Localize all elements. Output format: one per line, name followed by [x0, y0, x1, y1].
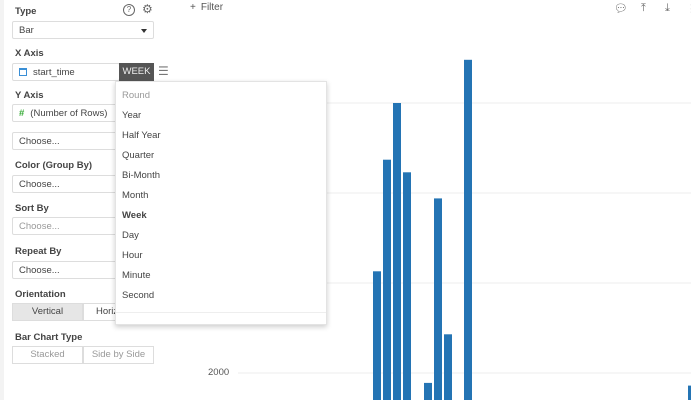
menu-item-month[interactable]: Month: [122, 190, 149, 201]
menu-item-minute[interactable]: Minute: [122, 270, 151, 281]
bar-type-label: Bar Chart Type: [15, 332, 83, 343]
upload-icon[interactable]: ⤒: [641, 2, 646, 14]
x-axis-field-value: start_time: [33, 67, 75, 78]
plus-icon: +: [190, 2, 196, 13]
bar[interactable]: [383, 159, 391, 400]
menu-item-second[interactable]: Second: [122, 290, 155, 301]
date-unit-menu: Round Year Half Year Quarter Bi-Month Month W…: [115, 81, 327, 325]
bar[interactable]: [464, 59, 472, 400]
bar[interactable]: [444, 334, 452, 400]
orientation-label: Orientation: [15, 289, 66, 300]
menu-item-day[interactable]: Day: [122, 230, 139, 241]
number-icon: #: [19, 108, 25, 119]
x-axis-label: X Axis: [15, 48, 44, 59]
menu-divider: [116, 312, 326, 313]
y-tick-label: 2000: [208, 367, 230, 378]
color-label: Color (Group By): [15, 160, 93, 171]
gear-icon[interactable]: ⚙: [142, 2, 153, 16]
type-label: Type: [15, 6, 37, 17]
bar[interactable]: [373, 271, 381, 400]
type-value: Bar: [19, 25, 34, 36]
bar-type-stacked[interactable]: Stacked: [12, 346, 83, 364]
bar[interactable]: [434, 198, 442, 400]
bar[interactable]: [424, 382, 432, 400]
menu-item-quarter[interactable]: Quarter: [122, 150, 155, 161]
menu-item-year[interactable]: Year: [122, 110, 142, 121]
caret-down-icon: [141, 29, 147, 36]
orientation-vertical[interactable]: Vertical: [12, 303, 83, 321]
calendar-icon: [19, 68, 27, 76]
repeat-label: Repeat By: [15, 246, 62, 257]
bar[interactable]: [688, 385, 691, 400]
menu-item-half-year[interactable]: Half Year: [122, 130, 161, 141]
menu-icon[interactable]: ☰: [158, 64, 169, 78]
x-axis-field[interactable]: start_time: [12, 63, 120, 81]
comment-icon[interactable]: 💬︎: [614, 3, 628, 15]
y-axis-label: Y Axis: [15, 90, 44, 101]
bar-type-side-by-side[interactable]: Side by Side: [83, 346, 154, 364]
bar[interactable]: [403, 172, 411, 400]
x-axis-unit-button[interactable]: WEEK: [119, 63, 154, 81]
menu-item-bi-month[interactable]: Bi-Month: [122, 170, 161, 181]
type-select[interactable]: Bar: [12, 21, 154, 39]
sort-label: Sort By: [15, 203, 49, 214]
menu-item-hour[interactable]: Hour: [122, 250, 143, 261]
y-axis-field-value: (Number of Rows): [30, 108, 108, 119]
bar[interactable]: [393, 103, 401, 400]
download-icon[interactable]: ⤓: [665, 2, 670, 14]
menu-header: Round: [122, 90, 150, 101]
help-icon[interactable]: ?: [123, 4, 135, 16]
add-filter-button[interactable]: + Filter: [190, 2, 223, 13]
menu-item-week[interactable]: Week: [122, 210, 147, 221]
filter-label: Filter: [200, 2, 224, 13]
more-icon[interactable]: ⋮: [686, 2, 691, 15]
